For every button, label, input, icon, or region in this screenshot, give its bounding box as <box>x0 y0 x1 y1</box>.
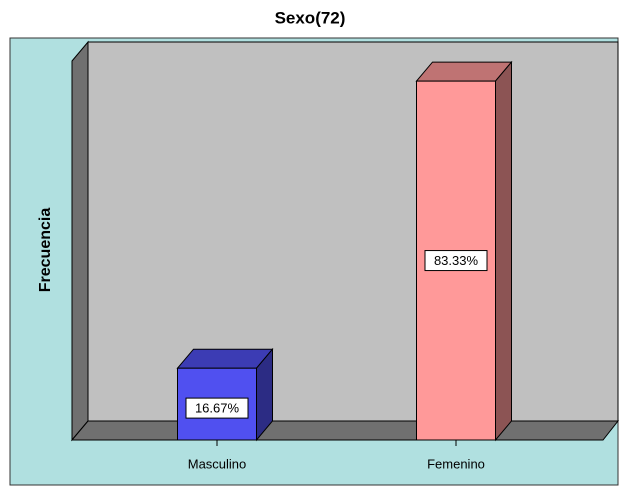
value-label-box <box>185 397 249 419</box>
back-wall <box>87 41 619 422</box>
y-axis-label: Frecuencia <box>37 208 54 293</box>
floor <box>70 420 620 441</box>
left-wall <box>71 40 89 442</box>
x-tick-label: Masculino <box>188 456 247 471</box>
value-label: 83.33% <box>434 253 479 268</box>
value-label: 16.67% <box>195 401 240 416</box>
bar-side <box>495 60 512 442</box>
x-tick-label: Femenino <box>427 456 485 471</box>
value-label-box <box>424 250 488 272</box>
chart-title: Sexo(72) <box>275 8 346 27</box>
